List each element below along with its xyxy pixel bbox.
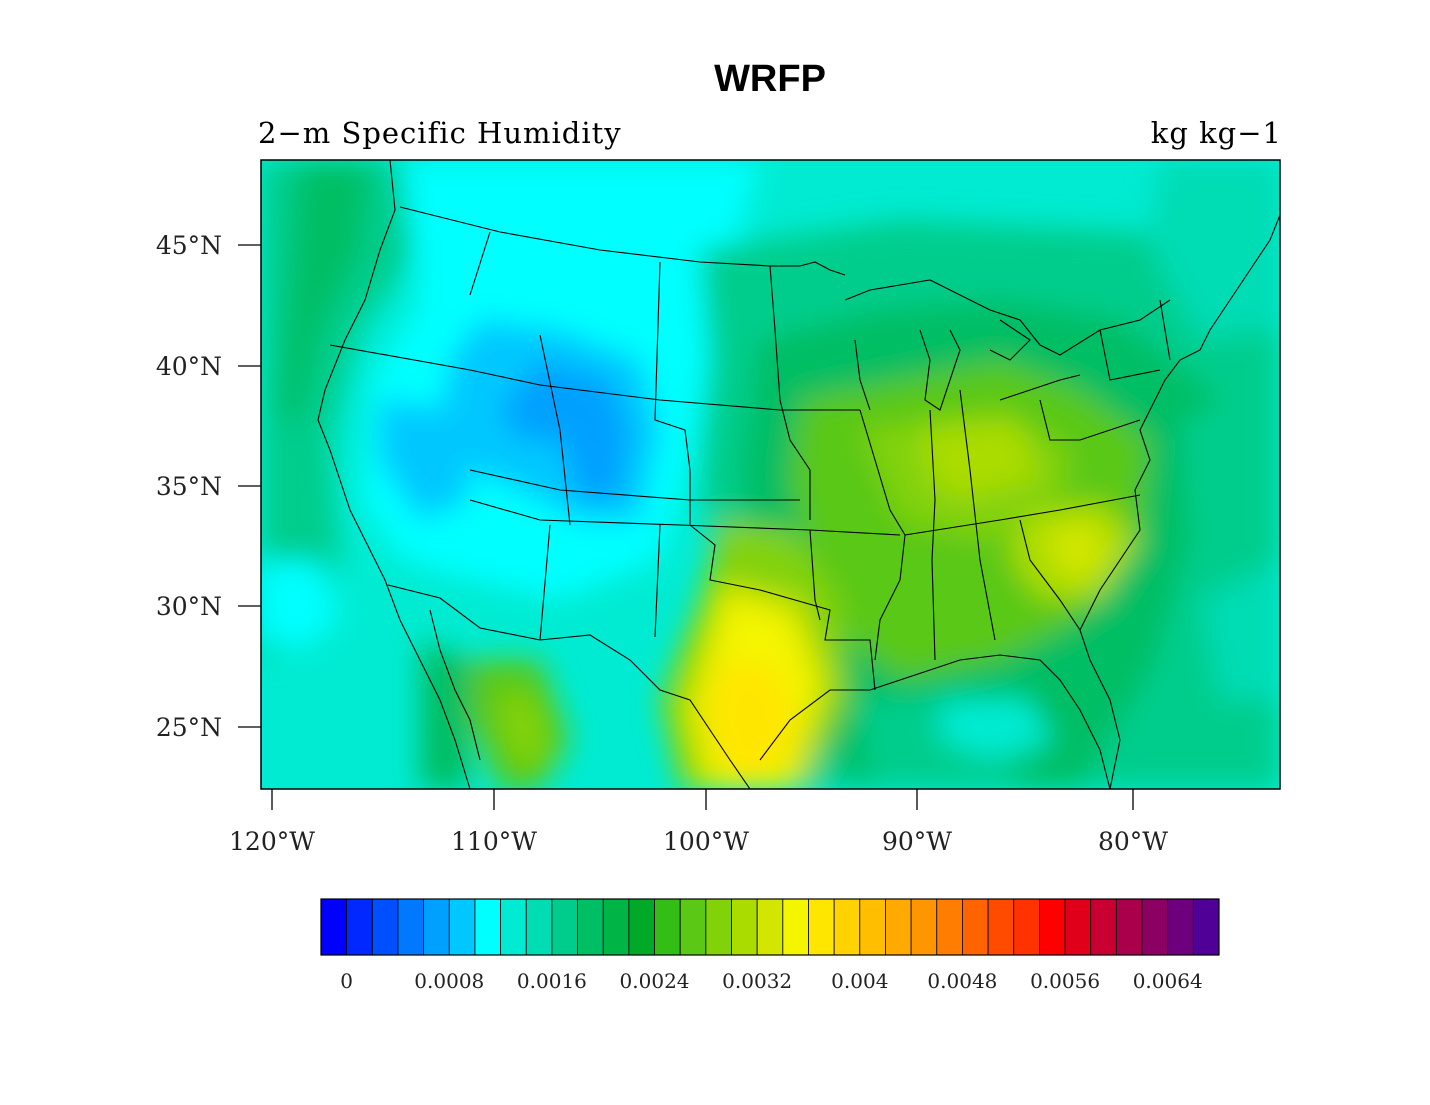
colorbar-swatch: [1090, 898, 1117, 956]
colorbar-frame: [320, 898, 1220, 956]
colorbar-swatch: [910, 898, 938, 956]
colorbar-swatch: [1141, 898, 1169, 956]
lat-label: 40°N: [156, 352, 222, 381]
colorbar-label: 0.0008: [414, 969, 484, 993]
colorbar-label: 0.0056: [1030, 969, 1100, 993]
colorbar-label: 0.004: [831, 969, 888, 993]
colorbar-swatch: [1115, 898, 1143, 956]
colorbar-swatch: [1167, 898, 1194, 956]
colorbar-swatch: [577, 898, 604, 956]
colorbar-swatch: [628, 898, 655, 956]
colorbar-swatch: [346, 898, 373, 956]
colorbar-label: 0: [340, 969, 353, 993]
lon-label: 120°W: [229, 827, 315, 856]
lat-label: 25°N: [156, 713, 222, 742]
colorbar-swatch: [936, 898, 963, 956]
colorbar-swatch: [756, 898, 784, 956]
lon-label: 100°W: [663, 827, 749, 856]
colorbar-swatch: [962, 898, 989, 956]
units-label: kg kg−1: [1150, 116, 1282, 150]
colorbar-label: 0.0016: [517, 969, 587, 993]
lat-label: 45°N: [156, 231, 222, 260]
colorbar-swatch: [885, 898, 912, 956]
lon-label: 80°W: [1098, 827, 1168, 856]
lat-label: 30°N: [156, 592, 222, 621]
colorbar-swatch: [371, 898, 399, 956]
colorbar-swatch: [525, 898, 553, 956]
lon-label: 110°W: [451, 827, 537, 856]
lon-label: 90°W: [882, 827, 952, 856]
colorbar-swatch: [808, 898, 835, 956]
colorbar-swatch: [782, 898, 809, 956]
lat-ticks: [238, 244, 261, 728]
colorbar-swatch: [987, 898, 1015, 956]
colorbar-label: 0.0024: [620, 969, 690, 993]
colorbar-swatch: [1039, 898, 1066, 956]
colorbar-swatch: [397, 898, 425, 956]
colorbar-swatch: [731, 898, 758, 956]
colorbar-swatch: [320, 898, 348, 956]
colorbar-label: 0.0048: [927, 969, 997, 993]
colorbar-swatch: [1064, 898, 1092, 956]
colorbar-swatch: [1192, 898, 1220, 956]
map-frame: [260, 159, 1281, 790]
colorbar-swatch: [551, 898, 578, 956]
colorbar-swatch: [474, 898, 502, 956]
colorbar-swatch: [679, 898, 707, 956]
colorbar-swatch: [448, 898, 476, 956]
colorbar-swatch: [423, 898, 450, 956]
colorbar-label: 0.0064: [1133, 969, 1203, 993]
colorbar-swatch: [602, 898, 630, 956]
lon-ticks: [271, 789, 1134, 810]
colorbar: [320, 898, 1220, 956]
boundary-lines: [317, 160, 1280, 789]
plot-title: WRFP: [714, 58, 826, 100]
colorbar-swatch: [1013, 898, 1040, 956]
variable-name: 2−m Specific Humidity: [258, 116, 622, 150]
colorbar-swatch: [654, 898, 681, 956]
colorbar-label: 0.0032: [722, 969, 792, 993]
colorbar-swatch: [859, 898, 886, 956]
colorbar-swatch: [705, 898, 732, 956]
humidity-field: [261, 160, 1280, 789]
colorbar-swatch: [833, 898, 861, 956]
lat-label: 35°N: [156, 472, 222, 501]
colorbar-swatch: [500, 898, 527, 956]
colorbar-labels: 0 0.0008 0.0016 0.0024 0.0032 0.004 0.0048 0.00…: [340, 969, 1202, 993]
